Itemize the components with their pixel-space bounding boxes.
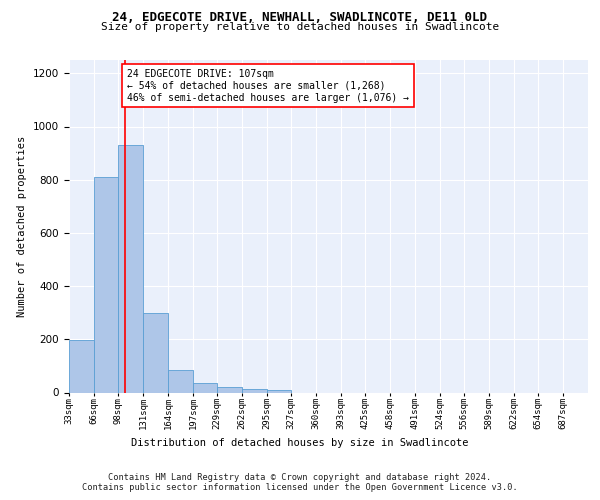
Bar	[94, 177, 118, 392]
Bar	[267, 390, 291, 392]
Text: Contains HM Land Registry data © Crown copyright and database right 2024.
Contai: Contains HM Land Registry data © Crown c…	[82, 472, 518, 492]
Text: 24 EDGECOTE DRIVE: 107sqm
← 54% of detached houses are smaller (1,268)
46% of se: 24 EDGECOTE DRIVE: 107sqm ← 54% of detac…	[127, 70, 409, 102]
Bar	[69, 340, 94, 392]
Text: Size of property relative to detached houses in Swadlincote: Size of property relative to detached ho…	[101, 22, 499, 32]
Bar	[118, 145, 143, 392]
Bar	[242, 388, 267, 392]
Bar	[143, 312, 168, 392]
Bar	[168, 370, 193, 392]
Text: 24, EDGECOTE DRIVE, NEWHALL, SWADLINCOTE, DE11 0LD: 24, EDGECOTE DRIVE, NEWHALL, SWADLINCOTE…	[113, 11, 487, 24]
Y-axis label: Number of detached properties: Number of detached properties	[17, 136, 28, 317]
Text: Distribution of detached houses by size in Swadlincote: Distribution of detached houses by size …	[131, 438, 469, 448]
Bar	[193, 383, 217, 392]
Bar	[217, 387, 242, 392]
